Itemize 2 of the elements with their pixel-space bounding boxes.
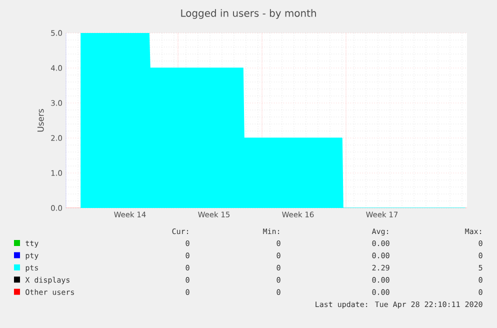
- chart-title: Logged in users - by month: [181, 9, 316, 19]
- y-axis-title: Users: [37, 109, 44, 132]
